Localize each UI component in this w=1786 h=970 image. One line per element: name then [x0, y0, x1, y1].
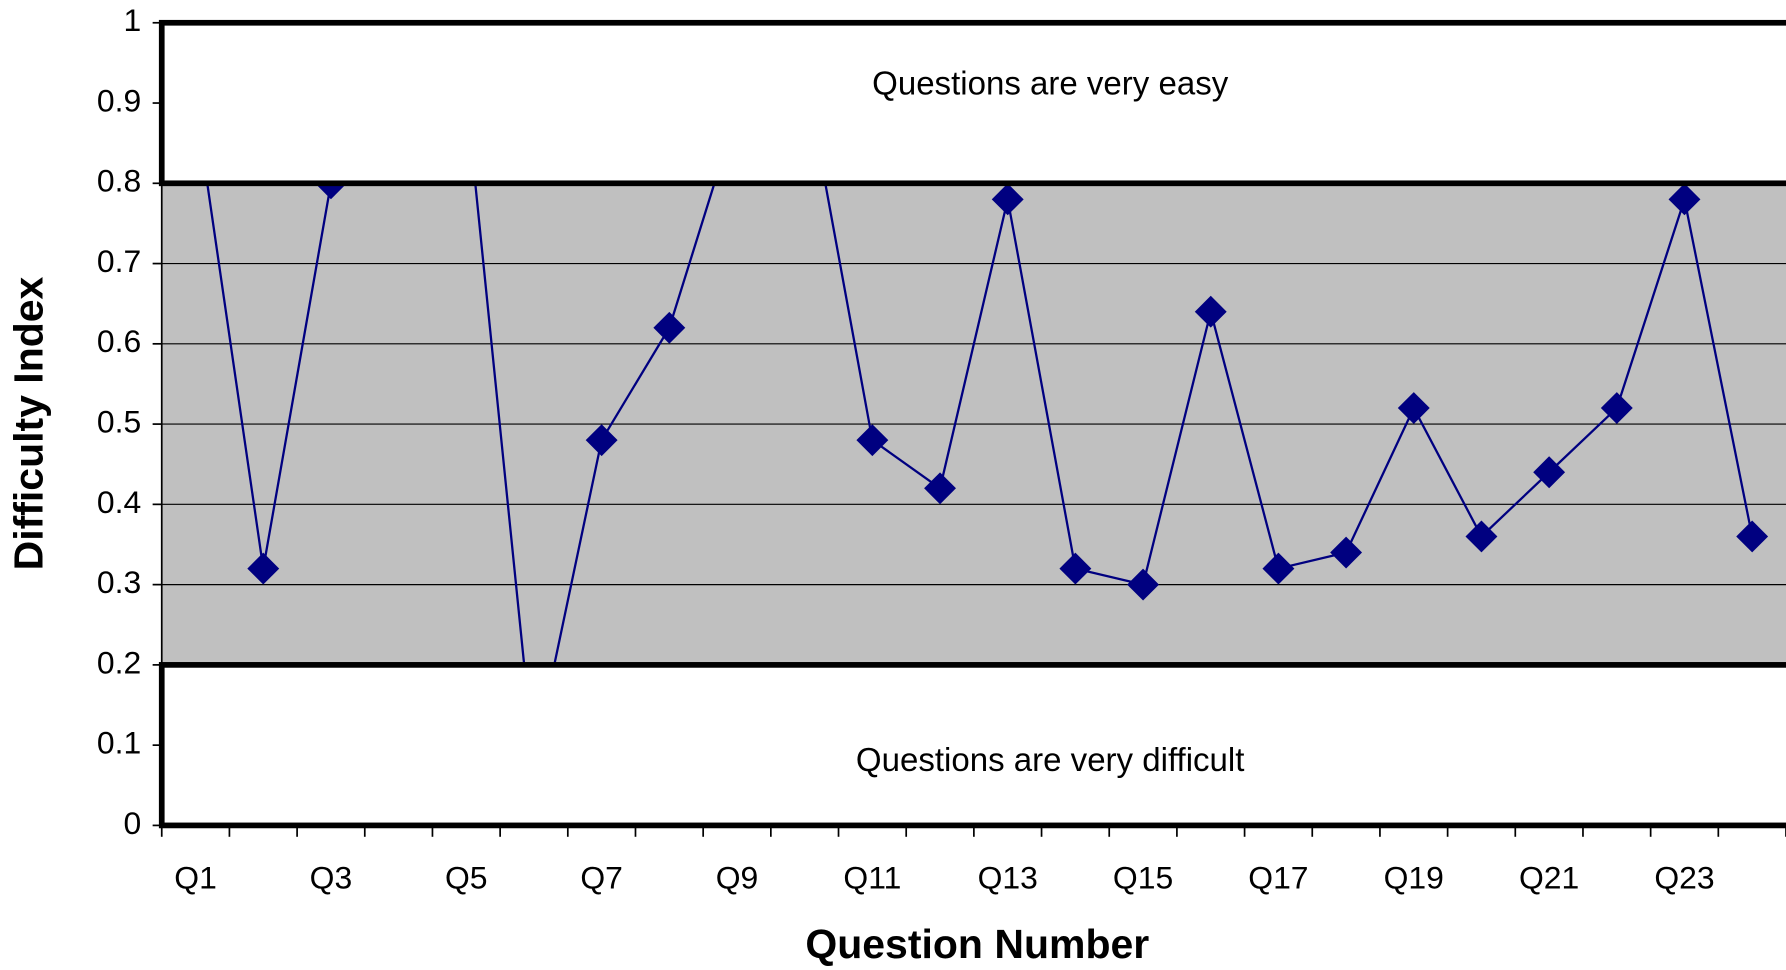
y-tick-label: 0.9	[97, 82, 141, 118]
marker	[1262, 552, 1295, 585]
marker	[247, 552, 280, 585]
y-tick-label: 0.8	[97, 163, 141, 199]
y-tick-label: 0.4	[97, 484, 141, 520]
x-axis-title: Question Number	[805, 921, 1149, 967]
x-tick-label: Q17	[1248, 859, 1308, 895]
band-label: Questions are very difficult	[856, 741, 1245, 778]
marker	[856, 424, 889, 457]
x-tick-label: Q11	[843, 859, 901, 895]
band-box	[158, 19, 1786, 187]
x-tick-label: Q7	[580, 859, 623, 895]
band-box	[158, 662, 1786, 829]
y-tick-label: 0.1	[97, 725, 141, 761]
marker	[1736, 520, 1769, 553]
x-tick-label: Q23	[1654, 859, 1714, 895]
y-tick-label: 0.6	[97, 323, 141, 359]
marker	[1668, 183, 1701, 216]
marker	[1127, 568, 1160, 601]
x-tick-label: Q3	[310, 859, 353, 895]
y-tick-label: 0.7	[97, 243, 141, 279]
marker	[924, 472, 956, 505]
marker	[991, 183, 1024, 216]
x-tick-label: Q1	[174, 859, 217, 895]
x-tick-label: Q19	[1384, 859, 1444, 895]
x-tick-label: Q15	[1113, 859, 1173, 895]
y-axis-title: Difficulty Index	[6, 276, 52, 570]
y-tick-label: 0	[124, 805, 142, 841]
y-tick-label: 0.2	[97, 644, 141, 680]
marker	[1059, 552, 1092, 585]
x-tick-label: Q13	[978, 859, 1038, 895]
y-tick-label: 0.5	[97, 404, 141, 440]
marker	[653, 311, 686, 344]
band-label: Questions are very easy	[872, 65, 1229, 102]
marker	[1465, 520, 1498, 553]
y-tick-label: 1	[124, 2, 142, 38]
marker	[585, 424, 618, 457]
x-tick-label: Q5	[445, 859, 488, 895]
y-tick-label: 0.3	[97, 564, 141, 600]
x-tick-label: Q21	[1519, 859, 1579, 895]
marker	[1194, 295, 1227, 328]
x-tick-label: Q9	[716, 859, 759, 895]
